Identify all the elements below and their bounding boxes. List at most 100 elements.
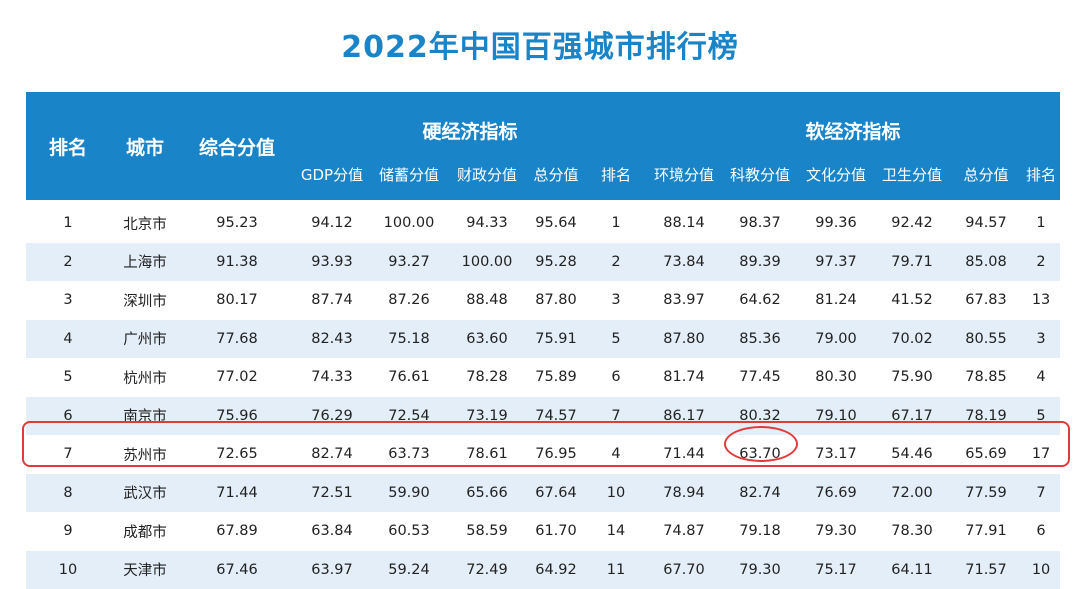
- header-gdp: GDP分值: [294, 148, 370, 200]
- table-header: 排名 城市 综合分值 硬经济指标 软经济指标 GDP分值 储蓄分值 财政分值 总…: [26, 92, 1060, 200]
- cell-rank: 5: [26, 358, 110, 397]
- cell-soft-total: 78.85: [950, 358, 1022, 397]
- cell-hard-total: 75.91: [526, 320, 586, 359]
- cell-city: 广州市: [110, 320, 180, 359]
- cell-environment: 88.14: [646, 200, 722, 243]
- cell-culture: 76.69: [798, 474, 874, 513]
- cell-hard-total: 76.95: [526, 435, 586, 474]
- cell-gdp: 63.97: [294, 551, 370, 589]
- cell-soft-rank: 5: [1022, 397, 1060, 436]
- cell-environment: 71.44: [646, 435, 722, 474]
- cell-education: 64.62: [722, 281, 798, 320]
- cell-gdp: 76.29: [294, 397, 370, 436]
- cell-education: 80.32: [722, 397, 798, 436]
- cell-rank: 9: [26, 512, 110, 551]
- cell-hard-rank: 11: [586, 551, 646, 589]
- header-hard-total: 总分值: [526, 148, 586, 200]
- header-soft-group: 软经济指标: [646, 92, 1060, 148]
- cell-education: 77.45: [722, 358, 798, 397]
- cell-savings: 60.53: [370, 512, 448, 551]
- cell-soft-rank: 10: [1022, 551, 1060, 589]
- cell-rank: 8: [26, 474, 110, 513]
- cell-fiscal: 100.00: [448, 243, 526, 282]
- cell-culture: 79.00: [798, 320, 874, 359]
- cell-fiscal: 73.19: [448, 397, 526, 436]
- cell-culture: 75.17: [798, 551, 874, 589]
- cell-soft-total: 94.57: [950, 200, 1022, 243]
- cell-soft-rank: 3: [1022, 320, 1060, 359]
- cell-soft-rank: 6: [1022, 512, 1060, 551]
- cell-culture: 79.10: [798, 397, 874, 436]
- cell-hard-rank: 3: [586, 281, 646, 320]
- cell-composite: 95.23: [180, 200, 294, 243]
- cell-health: 78.30: [874, 512, 950, 551]
- cell-soft-total: 77.59: [950, 474, 1022, 513]
- cell-fiscal: 63.60: [448, 320, 526, 359]
- cell-city: 上海市: [110, 243, 180, 282]
- cell-city: 南京市: [110, 397, 180, 436]
- cell-soft-total: 78.19: [950, 397, 1022, 436]
- cell-education: 85.36: [722, 320, 798, 359]
- cell-education: 82.74: [722, 474, 798, 513]
- cell-savings: 93.27: [370, 243, 448, 282]
- cell-composite: 71.44: [180, 474, 294, 513]
- cell-culture: 81.24: [798, 281, 874, 320]
- cell-savings: 72.54: [370, 397, 448, 436]
- header-hard-group: 硬经济指标: [294, 92, 646, 148]
- cell-hard-total: 74.57: [526, 397, 586, 436]
- cell-savings: 63.73: [370, 435, 448, 474]
- header-health: 卫生分值: [874, 148, 950, 200]
- header-soft-rank: 排名: [1022, 148, 1060, 200]
- cell-savings: 59.90: [370, 474, 448, 513]
- cell-composite: 91.38: [180, 243, 294, 282]
- cell-gdp: 93.93: [294, 243, 370, 282]
- cell-soft-rank: 1: [1022, 200, 1060, 243]
- header-hard-rank: 排名: [586, 148, 646, 200]
- cell-hard-total: 61.70: [526, 512, 586, 551]
- cell-hard-rank: 5: [586, 320, 646, 359]
- cell-hard-rank: 14: [586, 512, 646, 551]
- cell-health: 54.46: [874, 435, 950, 474]
- cell-fiscal: 88.48: [448, 281, 526, 320]
- cell-rank: 1: [26, 200, 110, 243]
- cell-composite: 77.02: [180, 358, 294, 397]
- cell-environment: 74.87: [646, 512, 722, 551]
- cell-fiscal: 58.59: [448, 512, 526, 551]
- cell-soft-total: 85.08: [950, 243, 1022, 282]
- header-environment: 环境分值: [646, 148, 722, 200]
- cell-hard-total: 64.92: [526, 551, 586, 589]
- cell-hard-total: 95.28: [526, 243, 586, 282]
- cell-environment: 73.84: [646, 243, 722, 282]
- cell-health: 64.11: [874, 551, 950, 589]
- cell-health: 41.52: [874, 281, 950, 320]
- cell-rank: 7: [26, 435, 110, 474]
- cell-environment: 81.74: [646, 358, 722, 397]
- cell-environment: 83.97: [646, 281, 722, 320]
- cell-culture: 80.30: [798, 358, 874, 397]
- cell-soft-rank: 4: [1022, 358, 1060, 397]
- cell-health: 75.90: [874, 358, 950, 397]
- cell-culture: 99.36: [798, 200, 874, 243]
- cell-composite: 67.46: [180, 551, 294, 589]
- cell-hard-total: 87.80: [526, 281, 586, 320]
- cell-savings: 75.18: [370, 320, 448, 359]
- cell-city: 杭州市: [110, 358, 180, 397]
- cell-hard-rank: 7: [586, 397, 646, 436]
- cell-environment: 78.94: [646, 474, 722, 513]
- header-soft-total: 总分值: [950, 148, 1022, 200]
- cell-culture: 73.17: [798, 435, 874, 474]
- cell-composite: 75.96: [180, 397, 294, 436]
- cell-rank: 2: [26, 243, 110, 282]
- cell-hard-rank: 4: [586, 435, 646, 474]
- cell-education: 89.39: [722, 243, 798, 282]
- header-composite: 综合分值: [180, 92, 294, 200]
- cell-savings: 87.26: [370, 281, 448, 320]
- cell-gdp: 82.74: [294, 435, 370, 474]
- cell-culture: 79.30: [798, 512, 874, 551]
- cell-fiscal: 65.66: [448, 474, 526, 513]
